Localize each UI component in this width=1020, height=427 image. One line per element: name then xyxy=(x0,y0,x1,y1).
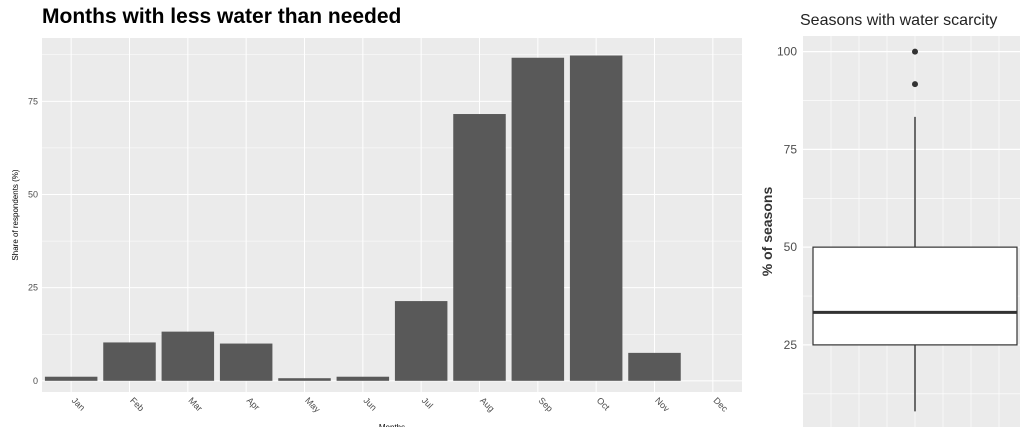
box-y-tick-label: 75 xyxy=(784,142,798,156)
box-outlier-point xyxy=(912,81,918,88)
bar-x-tick-label: Mar xyxy=(186,395,204,413)
bar-y-tick-label: 25 xyxy=(28,283,38,293)
bar-feb xyxy=(103,342,156,381)
bar-x-tick-label: Aug xyxy=(478,395,496,413)
bar-x-tick-label: Jun xyxy=(361,395,378,412)
bar-x-tick-label: Jul xyxy=(420,395,435,410)
bar-x-tick-label: Oct xyxy=(595,395,612,412)
bar-jul xyxy=(394,301,448,381)
bar-apr xyxy=(219,343,273,381)
box-plot-panel xyxy=(803,36,1020,427)
box-y-tick-label: 50 xyxy=(784,240,798,254)
bar-oct xyxy=(569,55,623,381)
bar-mar xyxy=(161,331,215,381)
bar-x-tick-label: Dec xyxy=(711,395,730,414)
bar-may xyxy=(278,378,331,381)
box-y-tick-label: 25 xyxy=(784,338,798,352)
bar-aug xyxy=(453,114,506,381)
bar-sep xyxy=(511,57,565,381)
box-iqr-rect xyxy=(812,246,1018,346)
bar-y-axis-label: Share of respondents (%) xyxy=(11,169,20,260)
bar-x-tick-label: May xyxy=(303,395,322,414)
bar-x-tick-label: Sep xyxy=(536,395,554,413)
box-chart-title: Seasons with water scarcity xyxy=(800,12,998,29)
bar-y-tick-label: 75 xyxy=(28,96,38,106)
bar-x-tick-label: Apr xyxy=(245,395,262,412)
bar-x-axis-label: Months xyxy=(379,423,405,427)
bar-x-tick-label: Feb xyxy=(128,395,146,413)
bar-y-tick-label: 50 xyxy=(28,190,38,200)
bar-jun xyxy=(336,376,390,381)
bar-x-tick-label: Nov xyxy=(653,395,672,414)
bar-jan xyxy=(44,376,98,381)
bar-chart-title: Months with less water than needed xyxy=(42,5,402,28)
box-y-axis-label: % of seasons xyxy=(759,187,775,277)
bar-x-tick-label: Jan xyxy=(70,395,87,412)
bar-plot-panel xyxy=(42,38,742,392)
box-y-tick-label: 100 xyxy=(777,45,797,59)
bar-nov xyxy=(628,352,681,381)
box-outlier-point xyxy=(912,48,918,55)
bar-y-tick-label: 0 xyxy=(33,376,38,386)
